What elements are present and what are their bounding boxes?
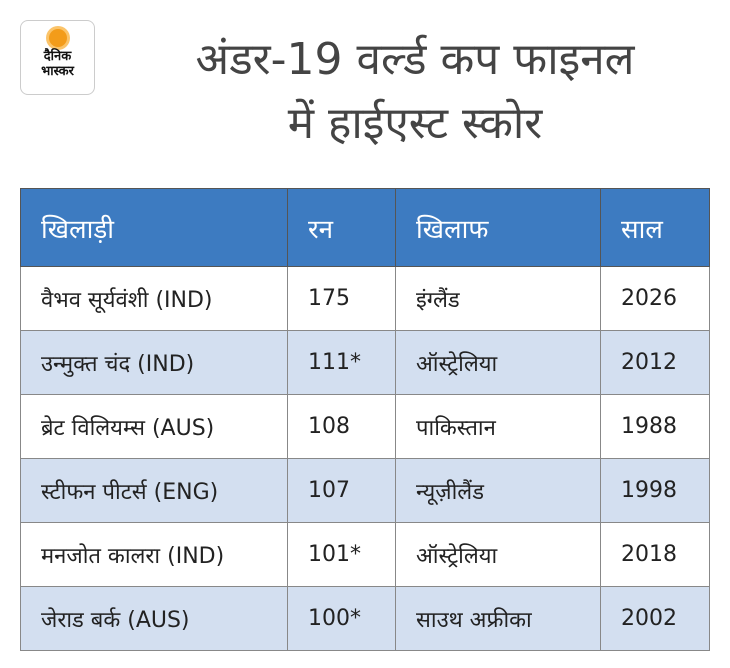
cell-year: 2012	[600, 330, 710, 395]
cell-against: इंग्लैंड	[395, 266, 601, 331]
cell-year: 2018	[600, 522, 710, 587]
cell-runs: 107	[287, 458, 396, 523]
table-row: उन्मुक्त चंद (IND) 111* ऑस्ट्रेलिया 2012	[20, 330, 710, 395]
logo-line1: दैनिक	[43, 49, 72, 64]
cell-player: ब्रेट विलियम्स (AUS)	[20, 394, 288, 459]
table-row: स्टीफन पीटर्स (ENG) 107 न्यूज़ीलैंड 1998	[20, 458, 710, 523]
header-runs: रन	[287, 188, 396, 267]
page-title: अंडर-19 वर्ल्ड कप फाइनल में हाईएस्ट स्को…	[100, 28, 730, 156]
cell-year: 1998	[600, 458, 710, 523]
cell-year: 2002	[600, 586, 710, 651]
cell-runs: 175	[287, 266, 396, 331]
cell-runs: 111*	[287, 330, 396, 395]
cell-player: वैभव सूर्यवंशी (IND)	[20, 266, 288, 331]
table-row: मनजोत कालरा (IND) 101* ऑस्ट्रेलिया 2018	[20, 522, 710, 587]
cell-player: स्टीफन पीटर्स (ENG)	[20, 458, 288, 523]
scores-table: खिलाड़ी रन खिलाफ साल वैभव सूर्यवंशी (IND…	[20, 188, 710, 651]
header-player: खिलाड़ी	[20, 188, 288, 267]
header-year: साल	[600, 188, 710, 267]
table-header: खिलाड़ी रन खिलाफ साल	[20, 188, 710, 267]
table-row: ब्रेट विलियम्स (AUS) 108 पाकिस्तान 1988	[20, 394, 710, 459]
header-against: खिलाफ	[395, 188, 601, 267]
cell-year: 1988	[600, 394, 710, 459]
dainik-bhaskar-logo: दैनिक भास्कर	[20, 20, 95, 95]
logo-line2: भास्कर	[41, 64, 74, 79]
cell-player: जेराड बर्क (AUS)	[20, 586, 288, 651]
cell-against: पाकिस्तान	[395, 394, 601, 459]
table-row: वैभव सूर्यवंशी (IND) 175 इंग्लैंड 2026	[20, 266, 710, 331]
cell-runs: 108	[287, 394, 396, 459]
title-line1: अंडर-19 वर्ल्ड कप फाइनल	[195, 34, 635, 85]
cell-runs: 100*	[287, 586, 396, 651]
cell-against: न्यूज़ीलैंड	[395, 458, 601, 523]
cell-year: 2026	[600, 266, 710, 331]
cell-against: ऑस्ट्रेलिया	[395, 522, 601, 587]
cell-runs: 101*	[287, 522, 396, 587]
table-row: जेराड बर्क (AUS) 100* साउथ अफ्रीका 2002	[20, 586, 710, 651]
cell-against: ऑस्ट्रेलिया	[395, 330, 601, 395]
cell-player: मनजोत कालरा (IND)	[20, 522, 288, 587]
cell-player: उन्मुक्त चंद (IND)	[20, 330, 288, 395]
sun-icon	[48, 29, 67, 47]
title-line2: में हाईएस्ट स्कोर	[287, 98, 543, 149]
cell-against: साउथ अफ्रीका	[395, 586, 601, 651]
